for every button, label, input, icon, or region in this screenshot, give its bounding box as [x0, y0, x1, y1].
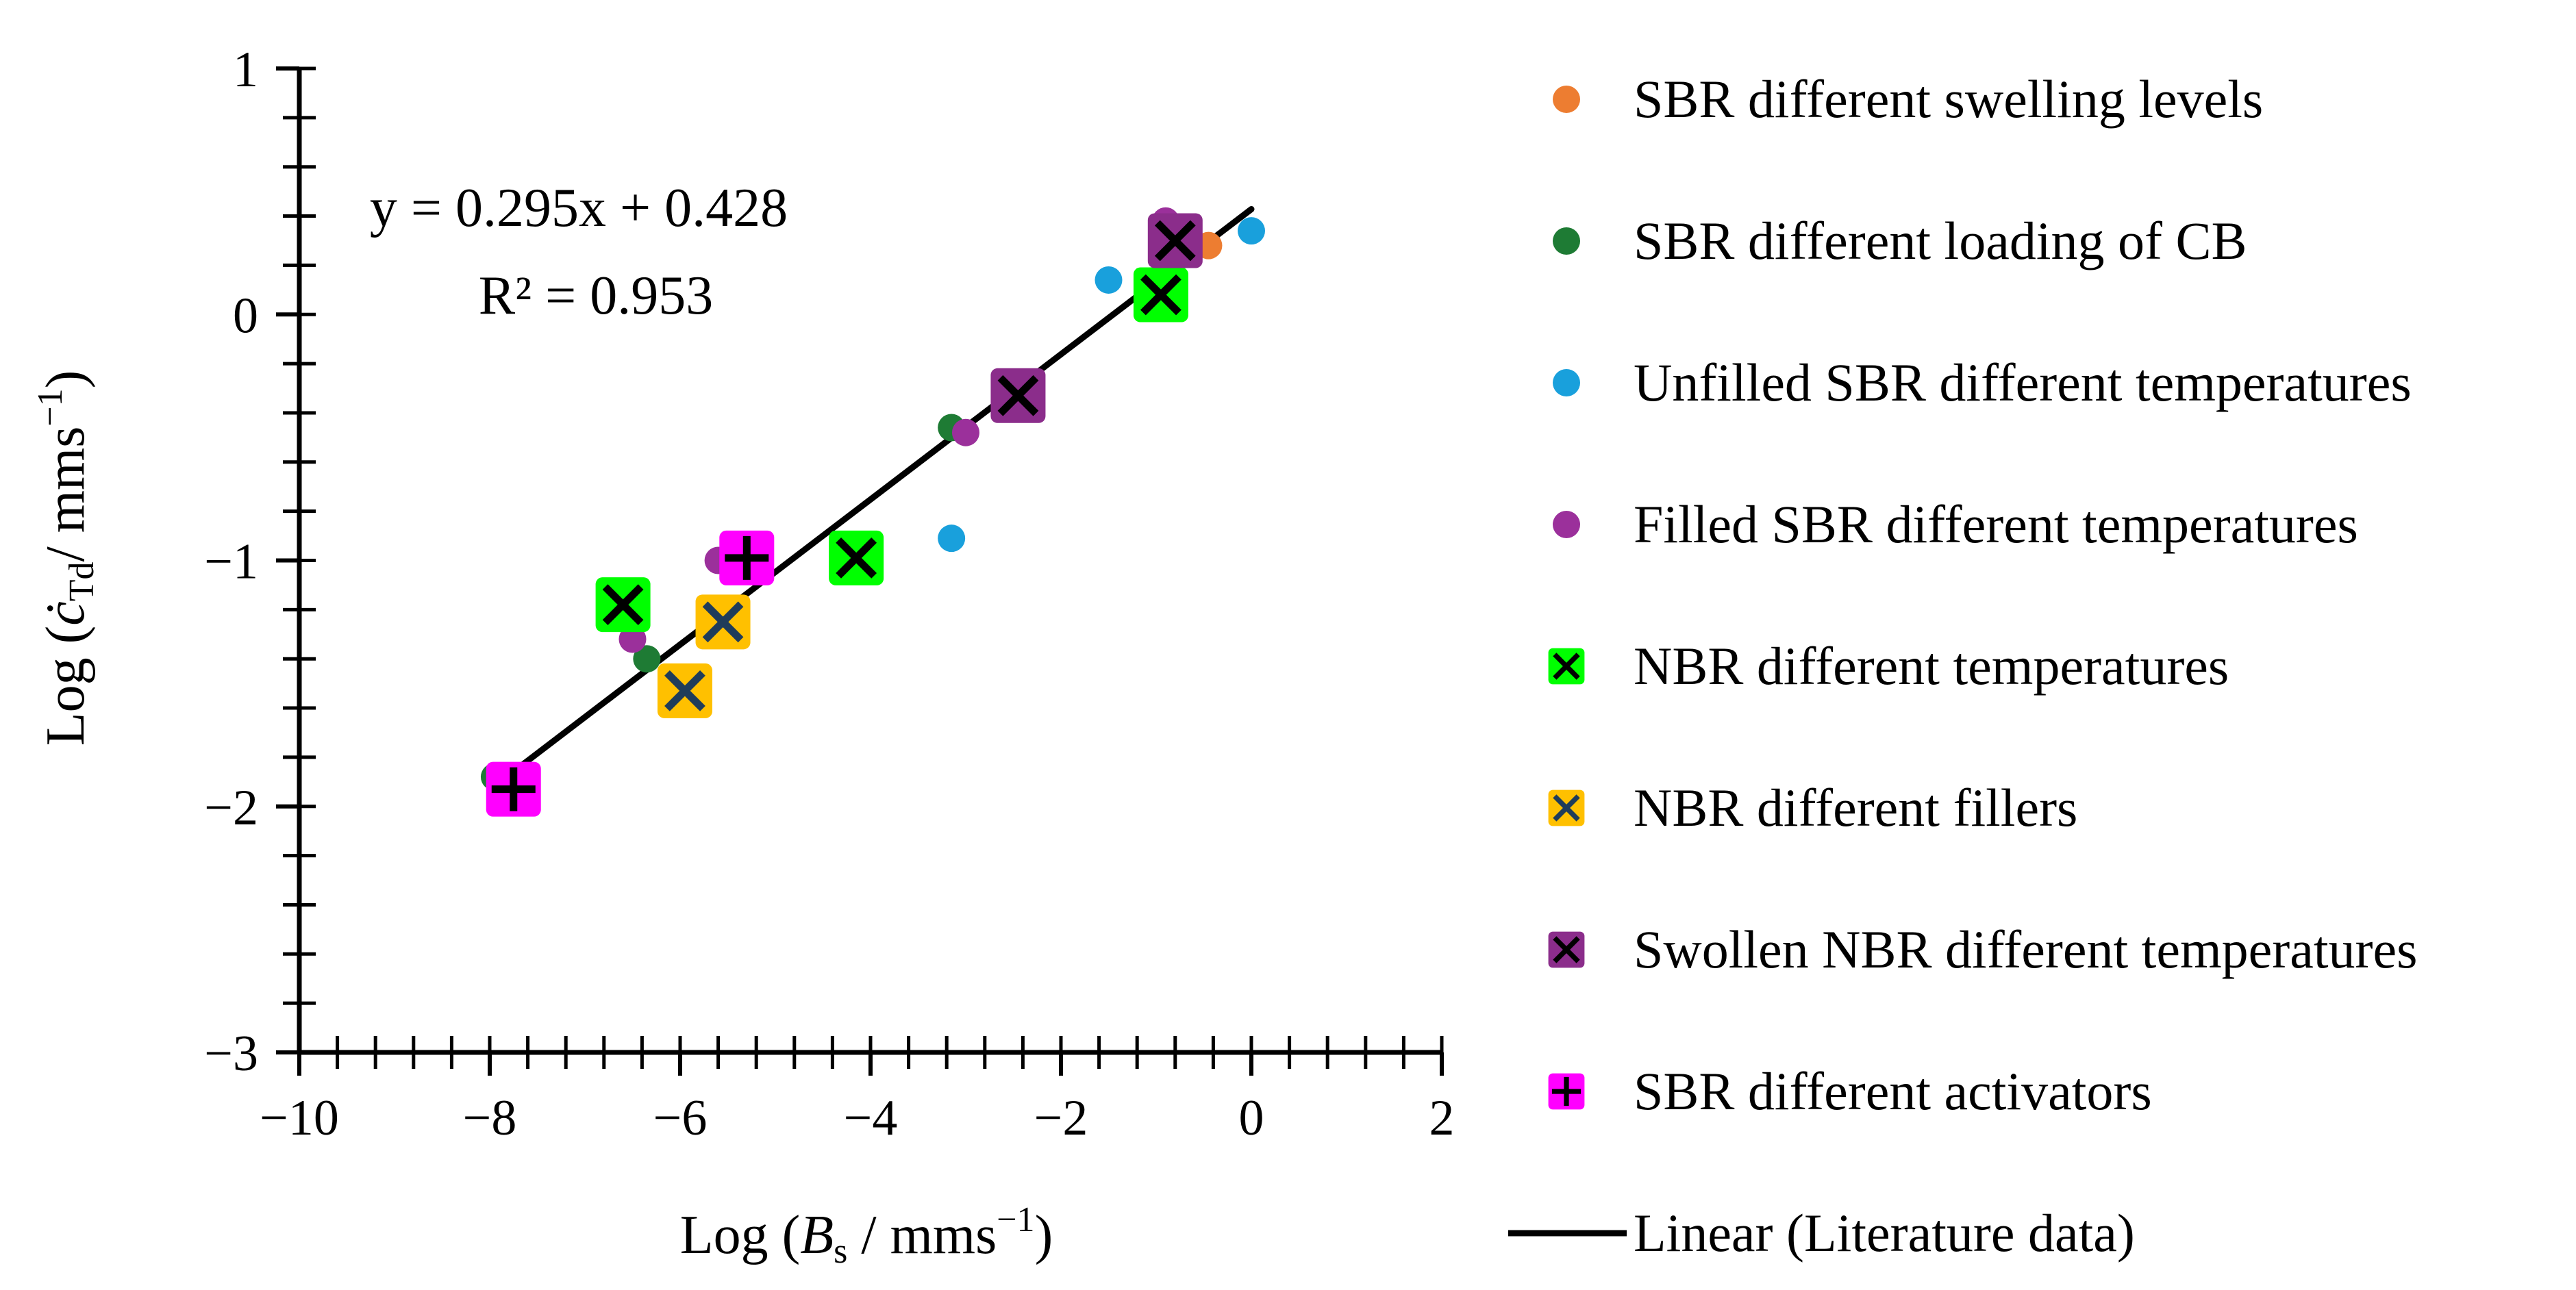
x-mark [702, 601, 744, 643]
x-mark [997, 375, 1039, 416]
x-tick-label: −10 [260, 1090, 339, 1146]
data-point [657, 663, 712, 718]
legend-marker [1548, 789, 1585, 826]
trendline-layer [491, 205, 1255, 789]
data-point [719, 530, 775, 585]
data-point [990, 368, 1046, 423]
legend-label: SBR different swelling levels [1634, 69, 2263, 129]
point-circle [1553, 86, 1580, 113]
x-mark [1553, 653, 1580, 680]
point-circle [1553, 227, 1580, 255]
legend-marker [1553, 227, 1580, 255]
data-point [938, 524, 966, 553]
x-mark [1140, 274, 1181, 316]
legend-item: Swollen NBR different temperatures [1548, 920, 2417, 979]
data-point [1095, 266, 1123, 294]
x-axis-title: Log (Bs / mms−1) [680, 1200, 1053, 1271]
data-point [1238, 217, 1265, 245]
x-tick-label: −8 [463, 1090, 517, 1146]
legend-marker [1553, 369, 1580, 396]
data-point [952, 418, 979, 446]
legend-label: Linear (Literature data) [1634, 1203, 2135, 1263]
legend-marker [1553, 511, 1580, 538]
point-circle [952, 418, 979, 446]
legend-marker [1553, 86, 1580, 113]
legend-label: Filled SBR different temperatures [1634, 494, 2358, 554]
trendline [491, 205, 1255, 789]
point-circle [1553, 511, 1580, 538]
x-tick-label: 0 [1239, 1090, 1264, 1146]
legend-item: NBR different temperatures [1548, 636, 2229, 696]
legend-item: SBR different loading of CB [1553, 211, 2247, 270]
data-point [486, 761, 541, 817]
x-mark [1553, 794, 1580, 822]
legend: SBR different swelling levels SBR differe… [1508, 69, 2417, 1263]
point-circle [633, 645, 661, 673]
data-point [695, 594, 751, 650]
y-tick-label: −1 [204, 534, 258, 590]
legend-label: NBR different fillers [1634, 778, 2077, 837]
legend-item-trendline: Linear (Literature data) [1508, 1203, 2135, 1263]
x-tick-label: −6 [653, 1090, 708, 1146]
y-tick-label: −2 [204, 780, 258, 836]
data-point [1147, 213, 1203, 268]
data-point [633, 645, 661, 673]
x-tick-label: −2 [1034, 1090, 1088, 1146]
point-circle [1238, 217, 1265, 245]
legend-item: NBR different fillers [1548, 778, 2077, 837]
data-point [1133, 267, 1188, 322]
legend-label: Unfilled SBR different temperatures [1634, 353, 2412, 412]
point-circle [1095, 266, 1123, 294]
legend-label: NBR different temperatures [1634, 636, 2229, 696]
x-mark [836, 538, 877, 579]
x-mark [664, 670, 705, 711]
y-tick-label: −3 [204, 1026, 258, 1082]
legend-item: SBR different activators [1548, 1061, 2152, 1121]
y-axis-title: Log (ċTd/ mms−1) [31, 370, 101, 746]
data-point [618, 625, 647, 653]
x-tick-label: 2 [1429, 1090, 1455, 1146]
point-circle [1553, 369, 1580, 396]
data-point [595, 577, 651, 633]
y-tick-label: 0 [233, 288, 258, 344]
legend-marker [1548, 931, 1585, 968]
x-mark [1154, 220, 1196, 262]
x-tick-label: −4 [844, 1090, 898, 1146]
trendline-equation: y = 0.295x + 0.428 [370, 178, 788, 238]
tick-labels: −10 −8 −6 −4 −2 0 2−3−2−101 [204, 42, 1454, 1146]
trendline-r2: R² = 0.953 [479, 266, 713, 326]
x-mark [1553, 936, 1580, 963]
axes [297, 68, 1442, 1055]
x-mark [602, 584, 644, 626]
legend-label: SBR different activators [1634, 1061, 2152, 1121]
point-circle [618, 625, 647, 653]
legend-label: SBR different loading of CB [1634, 211, 2247, 270]
y-tick-label: 1 [233, 42, 258, 98]
legend-item: SBR different swelling levels [1553, 69, 2263, 129]
data-points [480, 207, 1265, 817]
legend-marker [1548, 648, 1585, 685]
point-circle [938, 524, 966, 553]
data-point [829, 530, 884, 585]
legend-item: Unfilled SBR different temperatures [1553, 353, 2412, 412]
legend-label: Swollen NBR different temperatures [1634, 920, 2417, 979]
legend-item: Filled SBR different temperatures [1553, 494, 2358, 554]
legend-marker [1548, 1073, 1585, 1110]
major-ticks [276, 66, 1444, 1076]
